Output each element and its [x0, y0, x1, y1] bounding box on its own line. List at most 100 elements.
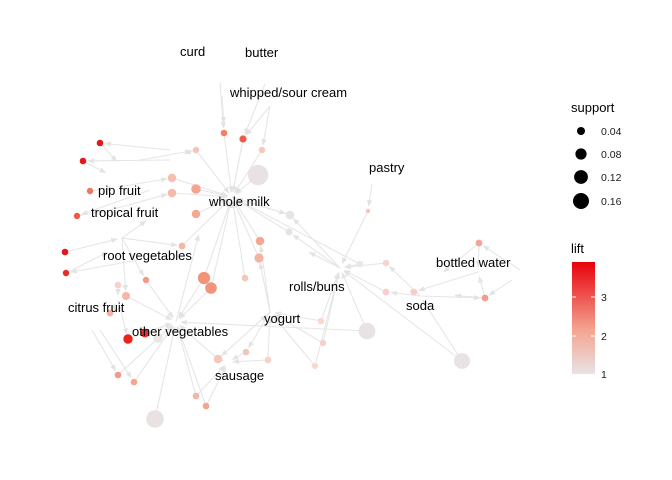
rule-edge [121, 237, 178, 248]
rule-nodes-layer [61, 129, 489, 428]
rule-edge [390, 290, 421, 297]
item-label-whole-milk: whole milk [208, 194, 270, 209]
rule-node [123, 334, 133, 344]
support-legend: support 0.04 0.08 0.12 0.16 [571, 100, 622, 209]
rule-edge [133, 325, 174, 383]
rule-edge [154, 326, 177, 420]
rule-edge [308, 251, 341, 269]
rule-edge [488, 279, 513, 296]
rule-edge [181, 200, 229, 247]
rule-edge [171, 192, 228, 199]
rule-edge [234, 200, 261, 242]
rule-edge [121, 237, 144, 277]
rule-node [86, 187, 94, 195]
rule-edge [273, 314, 324, 344]
rule-node [239, 135, 247, 143]
item-label-whipped-sour-cream: whipped/sour cream [229, 85, 347, 100]
rule-node [197, 271, 211, 285]
rule-edge [195, 188, 228, 198]
rule-edge [482, 245, 521, 271]
support-legend-key-4 [573, 193, 589, 209]
rule-node [220, 129, 228, 137]
rule-node [178, 242, 186, 250]
rule-node [114, 371, 122, 379]
rule-edge [64, 238, 118, 253]
rule-node [122, 292, 130, 300]
rule-edge [195, 149, 230, 194]
rule-node [167, 188, 177, 198]
support-legend-key-3 [574, 170, 588, 184]
rule-edge [82, 160, 107, 174]
rule-edge [99, 142, 118, 162]
rule-node [285, 228, 293, 236]
rule-edge [235, 198, 361, 265]
lift-legend-title: lift [571, 241, 584, 256]
rule-node [205, 282, 217, 294]
rule-edge [418, 271, 479, 292]
rule-edge [343, 270, 463, 362]
rule-edge [76, 209, 106, 217]
rule-node [382, 288, 390, 296]
support-legend-label-4: 0.16 [601, 196, 622, 208]
rule-edge [341, 271, 368, 332]
item-label-bottled-water: bottled water [436, 255, 511, 270]
rule-node [142, 276, 150, 284]
rule-edge [341, 210, 369, 265]
rule-edge [109, 193, 168, 211]
rule-node [365, 208, 371, 214]
rule-node [454, 353, 470, 369]
support-legend-key-2 [575, 148, 587, 160]
rule-edge [175, 234, 200, 323]
rule-node [242, 348, 250, 356]
rule-edge [232, 358, 269, 365]
support-legend-title: support [571, 100, 615, 115]
rule-edge [91, 329, 116, 372]
item-label-tropical-fruit: tropical fruit [91, 205, 159, 220]
rule-node [241, 274, 249, 282]
rule-node [475, 239, 483, 247]
rule-edge [81, 189, 151, 215]
item-label-other-vegetables: other vegetables [132, 324, 229, 339]
rule-edge [274, 311, 322, 322]
rule-edge [117, 299, 128, 335]
rule-edge [87, 158, 171, 164]
rule-edge [234, 149, 263, 194]
rule-edge [210, 201, 233, 289]
rule-edge [121, 237, 128, 292]
rule-edge [217, 314, 267, 360]
rule-node [96, 139, 104, 147]
item-label-soda: soda [406, 298, 435, 313]
rule-edge [231, 196, 286, 215]
rule-edge [121, 220, 147, 239]
rule-node [254, 253, 264, 263]
rule-edge [145, 279, 174, 319]
rule-edge [419, 295, 481, 301]
rule-edge [292, 234, 341, 269]
rule-node [311, 362, 319, 370]
rule-node [106, 309, 114, 317]
rule-edge [125, 295, 173, 321]
support-legend-label-2: 0.08 [601, 149, 622, 161]
item-labels: curd butter whipped/sour cream pastry wh… [68, 44, 511, 383]
rule-node [140, 328, 150, 338]
rule-node [317, 317, 325, 325]
item-label-curd: curd [180, 44, 205, 59]
rule-node [285, 210, 295, 220]
rule-edge [266, 316, 273, 361]
lift-legend-label-3: 3 [601, 292, 607, 304]
item-label-root-vegetables: root vegetables [103, 248, 192, 263]
rule-edge [261, 105, 271, 146]
item-label-pastry: pastry [369, 160, 405, 175]
lift-colorbar [572, 262, 595, 374]
rule-node [255, 236, 265, 246]
rule-node [319, 339, 327, 347]
rule-node [153, 333, 163, 343]
rule-edge [314, 272, 340, 367]
rule-edge [366, 183, 373, 207]
rule-edge [475, 242, 482, 268]
rule-node [79, 157, 87, 165]
rule-edge [233, 200, 260, 259]
rule-edge [176, 326, 197, 397]
rule-edge [223, 132, 234, 193]
